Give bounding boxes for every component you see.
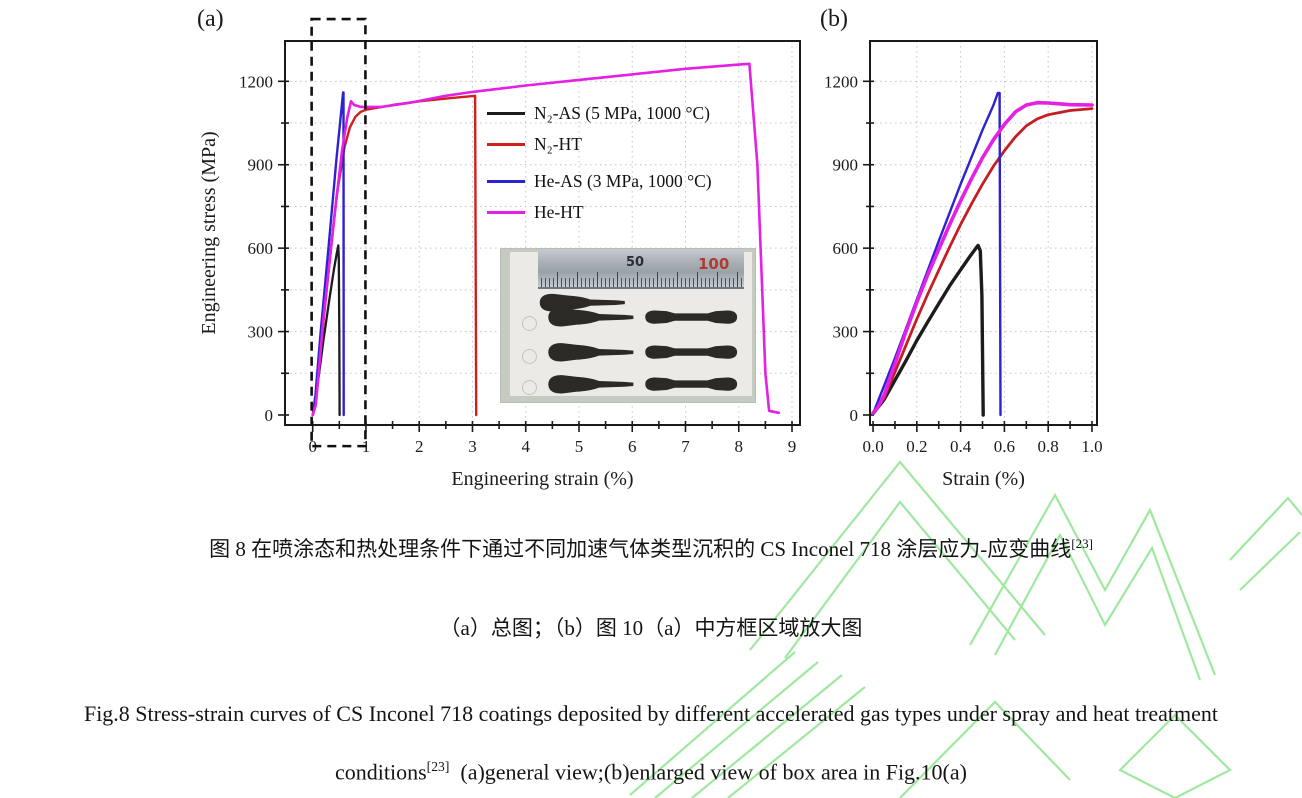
x-tick-label: 8 (735, 437, 744, 456)
x-tick-label: 0.4 (950, 437, 972, 456)
x-tick-label: 3 (468, 437, 477, 456)
caption-en-line2-post: (a)general view;(b)enlarged view of box … (449, 759, 967, 785)
sample-mark (522, 380, 537, 395)
legend-line-sample (487, 111, 525, 115)
y-axis-label: Engineering stress (MPa) (198, 131, 220, 334)
x-tick-label: 6 (628, 437, 637, 456)
x-tick-label: 4 (521, 437, 530, 456)
caption-en-line2-pre: conditions (335, 759, 427, 785)
y-tick-label: 1200 (239, 72, 273, 91)
chart-panel-b: 0.0 0.2 0.4 0.6 0.8 1.0 0 300 600 900 1200 Strain (… (824, 40, 1103, 490)
y-tick-label: 900 (833, 156, 859, 175)
y-tick-label: 1200 (824, 72, 858, 91)
y-tick-label: 600 (833, 239, 859, 258)
sample-mark (522, 349, 537, 364)
sample-mark (522, 316, 537, 331)
legend-label: He-AS (3 MPa, 1000 °C) (534, 170, 712, 191)
ruler: 50 100 (538, 250, 744, 289)
x-tick-label: 7 (681, 437, 690, 456)
legend-label: N₂-HT (534, 133, 582, 154)
inset-specimen-photo: 50 100 (500, 248, 756, 403)
ruler-ticks-major (538, 272, 744, 287)
x-tick-label: 1.0 (1081, 437, 1102, 456)
x-tick-label: 0.8 (1038, 437, 1059, 456)
caption-en-line1: Fig.8 Stress-strain curves of CS Inconel… (83, 701, 1219, 726)
series-He-HT (871, 100, 1094, 415)
caption-zh-line2: （a）总图；（b）图 10（a）中方框区域放大图 (439, 616, 863, 640)
legend-line-sample (487, 210, 525, 214)
x-tick-label: 0.0 (862, 437, 883, 456)
plot-frame (284, 40, 801, 426)
series-He-HT (311, 62, 781, 417)
y-tick-label: 300 (833, 323, 859, 342)
series-N₂-HT (871, 107, 1094, 416)
tensile-specimens (539, 293, 738, 394)
series-N₂-AS (5 MPa, 1000 °C) (871, 243, 985, 417)
caption-zh-line1-ref: [23] (1071, 536, 1093, 551)
plot-frame (869, 40, 1098, 426)
legend-line-sample (487, 179, 525, 183)
legend-line-sample (487, 142, 525, 146)
legend-item-he-ht: He-HT (487, 199, 712, 225)
legend-item-n2-ht: N₂-HT (487, 131, 712, 157)
y-tick-label: 0 (850, 406, 859, 425)
series-curves (311, 62, 781, 417)
x-axis-label: Strain (%) (942, 468, 1025, 490)
caption-en-line2-ref: [23] (426, 759, 450, 774)
x-tick-label: 2 (415, 437, 424, 456)
caption-zh-line1-text: 图 8 在喷涂态和热处理条件下通过不同加速气体类型沉积的 CS Inconel … (209, 537, 1072, 561)
x-tick-label: 5 (575, 437, 584, 456)
legend: N₂-AS (5 MPa, 1000 °C) N₂-HT He-AS (3 MP… (487, 100, 712, 230)
y-tick-label: 0 (265, 406, 274, 425)
ruler-label-100: 100 (698, 255, 730, 273)
legend-item-n2-as: N₂-AS (5 MPa, 1000 °C) (487, 100, 712, 126)
gridlines (870, 41, 1097, 425)
y-tick-label: 300 (248, 323, 274, 342)
caption-en-line2: conditions[23] (a)general view;(b)enlarg… (0, 759, 1302, 785)
tick-labels: 0.0 0.2 0.4 0.6 0.8 1.0 0 300 600 900 1200 (824, 72, 1103, 456)
panel-b-label: (b) (820, 6, 848, 32)
x-tick-label: 0.6 (994, 437, 1015, 456)
panel-a-label: (a) (197, 6, 224, 32)
x-tick-label: 0.2 (906, 437, 927, 456)
legend-label: He-HT (534, 201, 584, 222)
series-curves (871, 91, 1094, 417)
caption-zh-line1: 图 8 在喷涂态和热处理条件下通过不同加速气体类型沉积的 CS Inconel … (0, 533, 1302, 563)
y-tick-label: 600 (248, 239, 274, 258)
legend-item-he-as: He-AS (3 MPa, 1000 °C) (487, 168, 712, 194)
legend-label: N₂-AS (5 MPa, 1000 °C) (534, 102, 710, 123)
x-tick-label: 9 (788, 437, 797, 456)
ruler-label-50: 50 (626, 255, 645, 270)
series-He-AS (3 MPa, 1000 °C) (311, 91, 345, 417)
x-axis-label: Engineering strain (%) (451, 468, 633, 490)
y-tick-label: 900 (248, 156, 274, 175)
